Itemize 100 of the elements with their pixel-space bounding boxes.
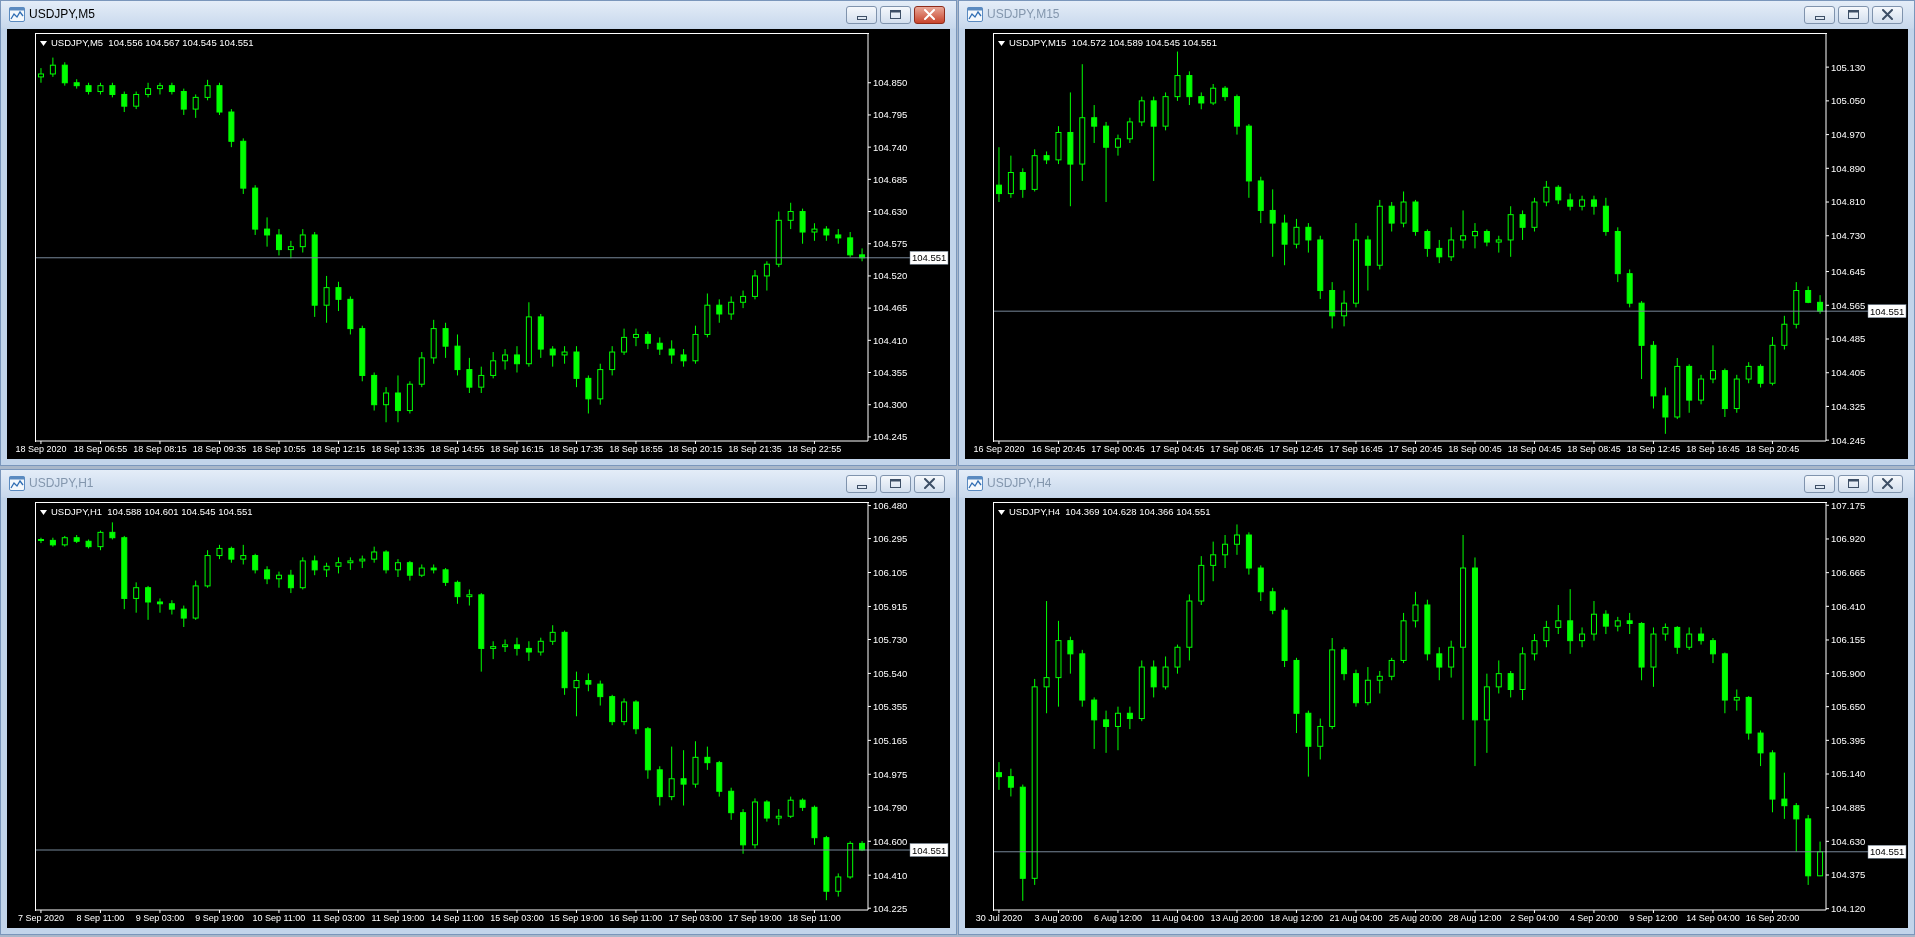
candlestick xyxy=(490,351,497,379)
candlestick xyxy=(1698,374,1705,405)
candlestick xyxy=(1091,104,1098,144)
candlestick xyxy=(1222,534,1229,569)
candlestick xyxy=(383,386,390,423)
x-tick-label: 14 Sep 11:00 xyxy=(431,913,484,924)
candlestick xyxy=(466,357,473,394)
candlestick xyxy=(763,260,770,292)
candlestick xyxy=(1448,226,1455,262)
x-tick-label: 18 Sep 14:55 xyxy=(430,444,485,455)
candlestick xyxy=(1138,96,1145,127)
candlestick xyxy=(192,93,199,119)
candlestick xyxy=(204,79,211,101)
y-tick-label: 105.140 xyxy=(1831,768,1866,780)
candlestick xyxy=(168,599,175,615)
x-tick-label: 18 Aug 12:00 xyxy=(1269,913,1323,924)
x-tick-label: 18 Sep 21:35 xyxy=(728,444,782,455)
x-tick-label: 18 Sep 18:55 xyxy=(609,444,663,455)
candlestick xyxy=(751,269,758,300)
candlestick xyxy=(1281,214,1288,266)
candlestick xyxy=(311,555,318,576)
candlestick xyxy=(454,333,461,376)
candlestick xyxy=(1150,659,1157,698)
y-tick-label: 104.565 xyxy=(1831,299,1866,311)
y-tick-label: 104.405 xyxy=(1831,367,1866,379)
x-tick-label: 8 Sep 11:00 xyxy=(76,913,125,924)
x-tick-label: 18 Sep 11:00 xyxy=(788,913,841,924)
y-tick-label: 105.050 xyxy=(1831,95,1866,107)
chart-title: USDJPY,H1 xyxy=(29,476,94,491)
ref-line-label: 104.551 xyxy=(1870,846,1905,858)
y-tick-label: 104.850 xyxy=(873,77,908,89)
candlestick xyxy=(1709,344,1716,384)
candlestick xyxy=(1103,121,1110,203)
candlestick xyxy=(454,580,461,605)
candlestick xyxy=(1781,772,1788,820)
x-tick-label: 18 Sep 12:15 xyxy=(311,444,366,455)
candlestick xyxy=(156,597,163,614)
candlestick xyxy=(1733,689,1740,712)
candlestick xyxy=(716,298,723,324)
candlestick xyxy=(502,348,509,371)
y-tick-label: 104.520 xyxy=(873,270,908,282)
x-tick-label: 21 Aug 04:00 xyxy=(1329,913,1383,924)
candlestick xyxy=(1590,600,1597,642)
candlestick xyxy=(287,240,294,259)
candlestick xyxy=(1019,167,1026,199)
x-tick-label: 15 Sep 19:00 xyxy=(549,913,604,924)
x-tick-label: 18 Sep 06:55 xyxy=(73,444,128,455)
y-tick-label: 106.105 xyxy=(873,566,908,578)
x-tick-label: 14 Sep 04:00 xyxy=(1686,913,1740,924)
candlestick xyxy=(668,746,675,801)
candlestick xyxy=(1305,222,1312,254)
y-tick-label: 104.890 xyxy=(1831,162,1866,174)
x-tick-label: 3 Aug 20:00 xyxy=(1034,913,1083,924)
candlestick xyxy=(597,680,604,707)
candlestick xyxy=(1114,134,1121,157)
candlestick xyxy=(275,571,282,589)
candlestick xyxy=(1186,70,1193,106)
candlestick xyxy=(1757,363,1764,388)
x-tick-label: 13 Aug 20:00 xyxy=(1210,913,1264,924)
candlestick xyxy=(133,581,140,614)
candlestick xyxy=(525,640,532,662)
candlestick xyxy=(1388,201,1395,233)
x-tick-label: 9 Sep 12:00 xyxy=(1629,913,1678,924)
y-tick-label: 105.650 xyxy=(1831,701,1866,713)
y-tick-label: 105.355 xyxy=(873,700,908,712)
candlestick xyxy=(1662,386,1669,435)
candlestick xyxy=(1091,696,1098,750)
candlestick xyxy=(1210,83,1217,106)
x-tick-label: 15 Sep 03:00 xyxy=(490,913,544,924)
candlestick xyxy=(1698,626,1705,646)
candlestick xyxy=(1126,706,1133,730)
candlestick xyxy=(1709,637,1716,664)
y-tick-label: 104.375 xyxy=(1831,869,1866,881)
candlestick xyxy=(1745,361,1752,384)
candlestick xyxy=(1067,636,1074,675)
x-tick-label: 17 Sep 03:00 xyxy=(668,913,723,924)
x-tick-label: 17 Sep 12:45 xyxy=(1269,444,1324,455)
candlestick xyxy=(1007,768,1014,797)
candlestick xyxy=(1757,729,1764,767)
candlestick xyxy=(513,345,520,374)
candlestick xyxy=(394,374,401,423)
x-tick-label: 18 Sep 12:45 xyxy=(1626,444,1681,455)
candlestick xyxy=(1460,209,1467,249)
y-tick-label: 105.540 xyxy=(873,667,908,679)
x-tick-label: 17 Sep 16:45 xyxy=(1329,444,1383,455)
candlestick xyxy=(37,537,44,544)
x-tick-label: 2 Sep 04:00 xyxy=(1510,913,1559,924)
x-tick-label: 18 Sep 13:35 xyxy=(371,444,425,455)
candlestick xyxy=(1269,188,1276,258)
candlestick xyxy=(1519,209,1526,241)
x-tick-label: 6 Aug 12:00 xyxy=(1093,913,1142,924)
candlestick xyxy=(549,345,556,368)
candlestick xyxy=(121,91,128,113)
candlestick xyxy=(621,697,628,726)
y-tick-label: 106.295 xyxy=(873,532,908,544)
x-tick-label: 17 Sep 20:45 xyxy=(1388,444,1443,455)
candlestick xyxy=(1007,155,1014,199)
y-tick-label: 104.120 xyxy=(1831,903,1866,915)
x-tick-label: 18 Sep 16:15 xyxy=(490,444,544,455)
x-tick-label: 11 Sep 19:00 xyxy=(371,913,425,924)
